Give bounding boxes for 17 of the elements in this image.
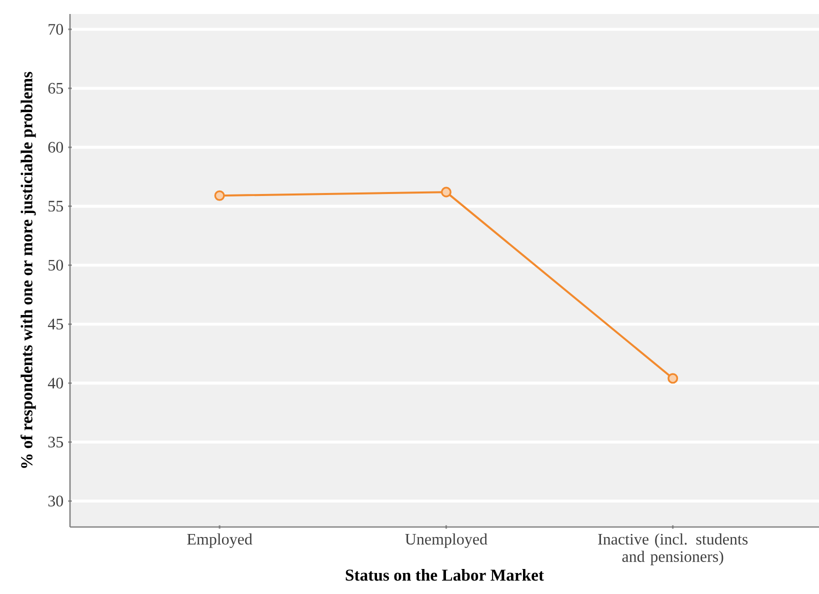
x-tick-label: Employed (187, 533, 252, 548)
y-tick-label: 45 (48, 318, 64, 330)
x-tick-label: Inactive (incl. students and pensioners) (598, 533, 748, 566)
y-tick-label: 50 (48, 260, 64, 271)
point (668, 373, 678, 384)
y-tick-label: 60 (48, 142, 64, 153)
point (214, 190, 225, 201)
x-axis-title: Status on the Labor Market (346, 569, 544, 581)
y-axis-title: % of respondents with one or more justiciable problems (20, 72, 36, 468)
y-tick-label: 40 (48, 378, 64, 389)
y-tick-label: 65 (48, 82, 64, 94)
x-tick-label: Unemployed (405, 533, 488, 548)
y-tick-label: 30 (48, 496, 64, 506)
y-tick-label: 35 (48, 436, 64, 448)
point (440, 186, 452, 198)
y-tick-label: 70 (48, 24, 64, 35)
y-tick-label: 55 (48, 200, 64, 212)
